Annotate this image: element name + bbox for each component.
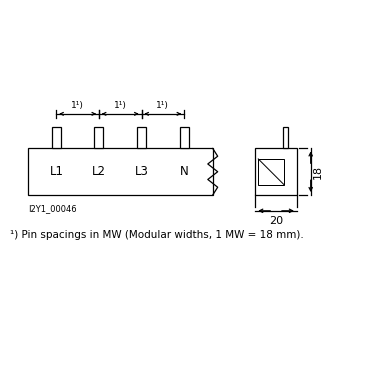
Text: ¹) Pin spacings in MW (Modular widths, 1 MW = 18 mm).: ¹) Pin spacings in MW (Modular widths, 1… [10, 229, 304, 239]
Bar [283, 127, 288, 149]
Bar [255, 149, 297, 195]
Bar [258, 159, 284, 184]
Text: 1¹): 1¹) [71, 101, 84, 110]
Text: 20: 20 [269, 216, 283, 226]
Bar [28, 149, 213, 195]
Text: 1¹): 1¹) [114, 101, 127, 110]
Text: L3: L3 [135, 165, 149, 178]
Bar [94, 127, 104, 149]
Text: I2Y1_00046: I2Y1_00046 [28, 204, 76, 213]
Text: 1¹): 1¹) [156, 101, 169, 110]
Text: 18: 18 [313, 165, 323, 179]
Text: L1: L1 [49, 165, 64, 178]
Text: N: N [180, 165, 188, 178]
Text: L2: L2 [92, 165, 106, 178]
Bar [137, 127, 146, 149]
Bar [52, 127, 61, 149]
Bar [179, 127, 189, 149]
